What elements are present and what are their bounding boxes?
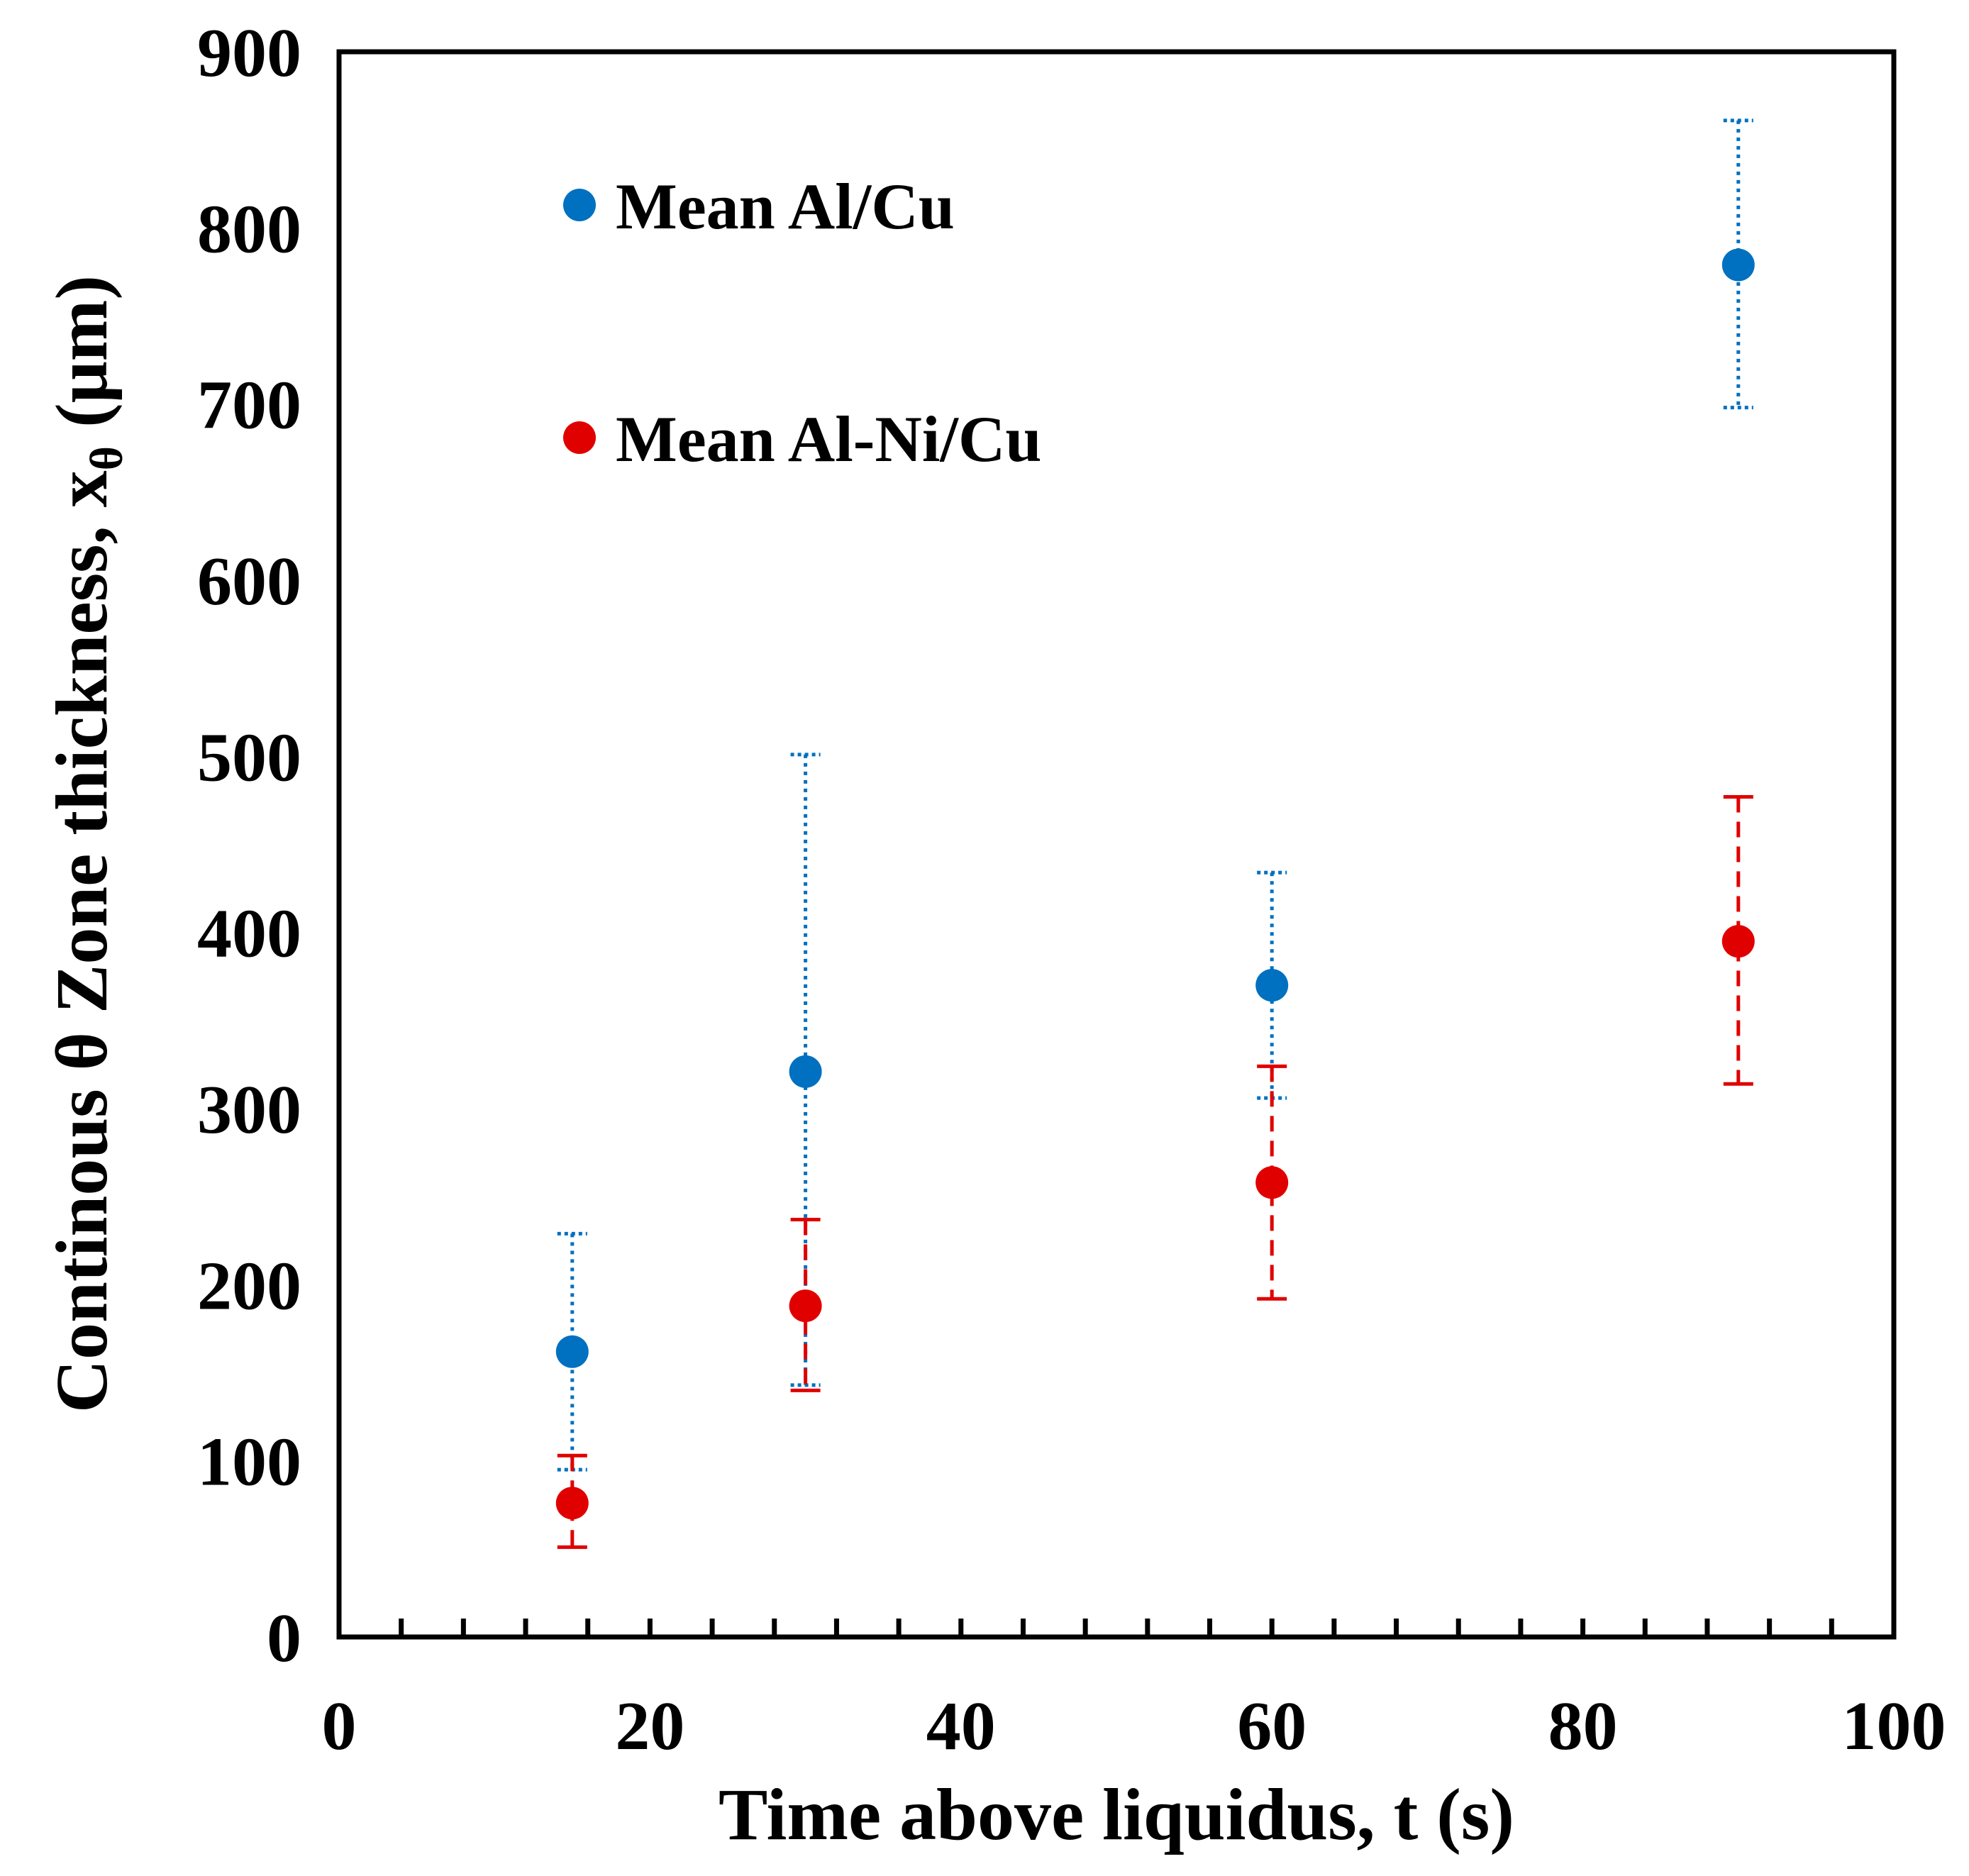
x-tick-label: 60 <box>1237 1688 1307 1765</box>
y-tick-label: 700 <box>197 367 301 444</box>
markers-al-ni-cu <box>555 925 1755 1520</box>
plot-frame <box>336 49 1897 1640</box>
legend-label-al-cu: Mean Al/Cu <box>616 170 955 243</box>
markers-al-cu <box>555 248 1755 1368</box>
data-point <box>555 1335 589 1368</box>
legend: Mean Al/Cu Mean Al-Ni/Cu <box>563 170 1042 475</box>
x-tick-label: 80 <box>1548 1688 1618 1765</box>
y-axis-title: Continous θ Zone thickness, xθ (μm) <box>41 275 133 1413</box>
y-tick-label: 900 <box>197 15 301 91</box>
data-point <box>1721 925 1755 958</box>
data-point <box>1255 1166 1289 1199</box>
y-tick-label: 600 <box>197 543 301 620</box>
legend-marker-al-ni-cu <box>563 421 596 454</box>
legend-label-al-ni-cu: Mean Al-Ni/Cu <box>616 403 1042 475</box>
y-axis-title-main: Continous θ Zone thickness, x <box>41 470 123 1413</box>
x-tick-label: 40 <box>926 1688 996 1765</box>
data-point <box>789 1289 822 1323</box>
series-al-cu <box>557 118 1753 1472</box>
x-axis-title: Time above liquidus, t (s) <box>719 1774 1514 1855</box>
x-tick-label: 0 <box>322 1688 357 1765</box>
y-tick-label: 500 <box>197 719 301 796</box>
series-al-ni-cu <box>557 794 1753 1549</box>
legend-marker-al-cu <box>563 189 596 221</box>
y-tick-label: 0 <box>267 1600 301 1677</box>
data-point <box>1255 969 1289 1002</box>
y-axis-ticks: 0 100 200 300 400 500 600 700 800 900 <box>197 15 301 1677</box>
y-tick-label: 400 <box>197 896 301 972</box>
y-axis-title-subscript: θ <box>81 446 133 470</box>
y-tick-label: 800 <box>197 191 301 267</box>
x-axis-ticks: 0 20 40 60 80 100 <box>322 1619 1946 1765</box>
y-tick-label: 100 <box>197 1424 301 1501</box>
y-tick-label: 300 <box>197 1072 301 1148</box>
data-point <box>1721 248 1755 282</box>
x-tick-label: 20 <box>615 1688 684 1765</box>
y-axis-title-unit: (μm) <box>41 275 123 446</box>
x-tick-label: 100 <box>1842 1688 1946 1765</box>
data-point <box>789 1055 822 1088</box>
series-layer <box>555 118 1755 1549</box>
data-point <box>555 1487 589 1520</box>
y-tick-label: 200 <box>197 1248 301 1324</box>
